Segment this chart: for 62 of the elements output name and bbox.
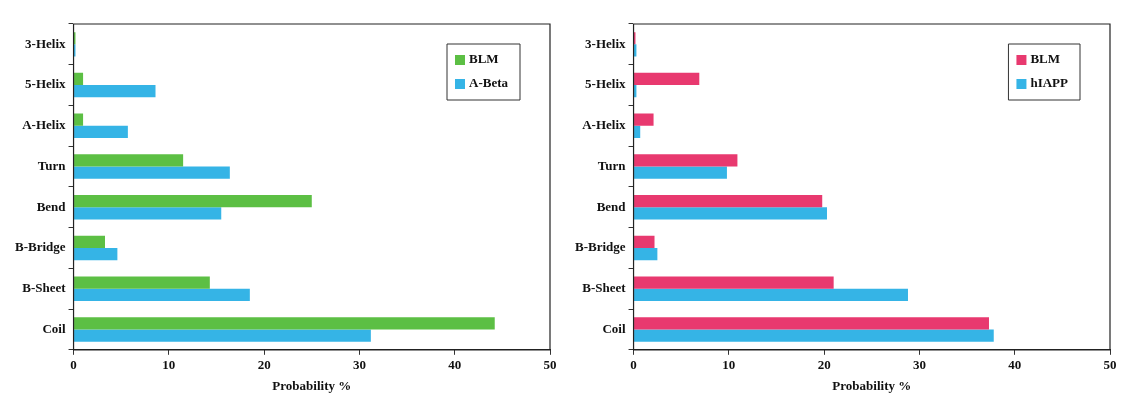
bar <box>74 72 84 86</box>
bar <box>74 207 222 220</box>
bar <box>634 113 654 126</box>
bar <box>634 329 994 342</box>
x-tick-label: 10 <box>162 356 176 372</box>
bar <box>74 329 371 342</box>
x-axis-title: Probability % <box>832 377 912 393</box>
y-tick-label: Coil <box>602 320 626 336</box>
bar <box>634 247 658 261</box>
bar <box>74 85 156 98</box>
y-tick-label: A-Helix <box>22 117 67 133</box>
bar <box>634 195 823 208</box>
x-tick-label: 40 <box>1008 356 1022 372</box>
y-tick-label: Bend <box>36 198 67 214</box>
legend-label: A-Beta <box>469 75 509 91</box>
x-tick-label: 50 <box>543 356 557 372</box>
x-tick-label: 0 <box>630 356 637 372</box>
y-tick-label: B-Bridge <box>14 239 66 255</box>
y-tick-label: 5-Helix <box>585 76 627 92</box>
y-tick-label: B-Bridge <box>574 239 626 255</box>
y-tick-label: Turn <box>597 157 627 173</box>
x-tick-label: 0 <box>70 356 77 372</box>
bar <box>634 44 637 57</box>
legend-label: BLM <box>469 51 499 67</box>
bar <box>74 235 105 248</box>
bar <box>634 154 738 167</box>
y-tick-label: A-Helix <box>582 117 627 133</box>
bar <box>74 166 230 179</box>
bar <box>634 276 834 289</box>
bar <box>74 317 495 330</box>
y-tick-label: Bend <box>596 198 627 214</box>
legend-label: hIAPP <box>1030 75 1069 91</box>
y-tick-label: 3-Helix <box>585 35 627 51</box>
y-tick-label: Coil <box>42 320 66 336</box>
x-tick-label: 20 <box>257 356 271 372</box>
x-tick-label: 40 <box>448 356 462 372</box>
x-tick-label: 30 <box>912 356 926 372</box>
bar <box>74 288 250 301</box>
bar <box>634 235 655 248</box>
bar <box>634 72 700 86</box>
bar <box>634 125 641 139</box>
x-axis-title: Probability % <box>272 377 352 393</box>
x-tick-label: 10 <box>722 356 736 372</box>
x-tick-label: 30 <box>352 356 366 372</box>
bar <box>634 166 727 179</box>
x-tick-label: 20 <box>817 356 831 372</box>
y-tick-label: Turn <box>37 157 67 173</box>
bar <box>74 125 128 139</box>
bar <box>634 317 989 330</box>
y-tick-label: B-Sheet <box>22 280 67 296</box>
y-tick-label: B-Sheet <box>582 280 627 296</box>
bar <box>74 113 84 126</box>
bar <box>74 195 312 208</box>
bar <box>634 207 827 220</box>
bar <box>74 247 118 261</box>
bar <box>74 276 210 289</box>
y-tick-label: 3-Helix <box>25 35 67 51</box>
bar <box>634 288 908 301</box>
bar <box>74 154 184 167</box>
y-tick-label: 5-Helix <box>25 76 67 92</box>
legend-label: BLM <box>1030 51 1061 67</box>
x-tick-label: 50 <box>1103 356 1117 372</box>
